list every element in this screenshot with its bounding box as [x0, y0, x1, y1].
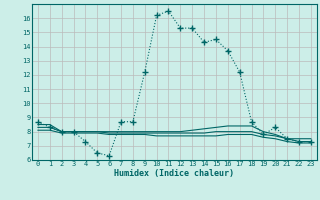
X-axis label: Humidex (Indice chaleur): Humidex (Indice chaleur) [115, 169, 234, 178]
